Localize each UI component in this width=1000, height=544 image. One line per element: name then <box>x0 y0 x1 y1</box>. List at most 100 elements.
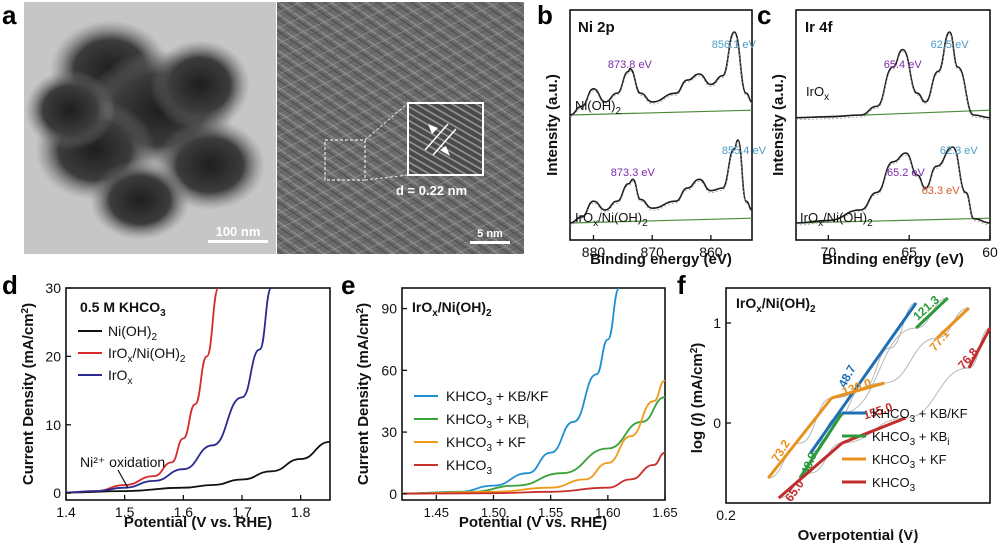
series-label-rest: /Ni(OH) <box>823 210 867 225</box>
spectrum-line <box>569 31 753 116</box>
panel-letter-a: a <box>2 0 17 30</box>
tafel-fit-segment <box>767 397 833 479</box>
series-label-sub2: i <box>947 437 949 448</box>
series-label: KHCO3 + KBi <box>446 411 529 431</box>
series-label: IrOx <box>108 367 132 387</box>
y-axis-label-italic: I <box>689 417 706 422</box>
series-label-sub: 3 <box>486 443 492 454</box>
peak-label: 856.1 eV <box>712 39 757 51</box>
panel-letter-c: c <box>757 0 771 30</box>
series-label-sub2: 2 <box>867 218 873 229</box>
scalebar-left: 100 nm <box>208 224 268 243</box>
tafel-fit-segment <box>831 381 885 400</box>
series-line <box>402 451 665 495</box>
series-label-main: IrO <box>108 367 128 383</box>
x-axis-label: Binding energy (eV) <box>822 251 964 268</box>
catalyst-label-sub2: 2 <box>486 308 492 319</box>
electrolyte-label: 0.5 M KHCO3 <box>80 299 166 319</box>
series-line <box>402 396 665 495</box>
y-tick-label: 30 <box>381 424 397 440</box>
series-label-rest: + KB <box>492 411 527 427</box>
tafel-fit-segment <box>967 327 992 369</box>
tafel-slope-label: 76.8 <box>955 345 981 372</box>
series-label-sub: x <box>818 218 823 229</box>
tem-image-left <box>24 2 276 254</box>
peak-label: 65.2 eV <box>887 167 926 179</box>
x-axis-label: Overpotential (V) <box>798 527 919 544</box>
series-label-rest: + KB/KF <box>492 388 548 404</box>
series-line <box>66 288 273 494</box>
x-tick-label: 0.2 <box>716 507 736 523</box>
scalebar-right-label: 5 nm <box>477 228 503 240</box>
panel-letter-e: e <box>341 270 355 300</box>
panel-letter-d: d <box>2 270 18 300</box>
series-line <box>66 441 330 494</box>
catalyst-label-rest: /Ni(OH) <box>762 295 810 311</box>
series-label-rest: + KB/KF <box>915 406 967 421</box>
x-tick-label: 1.4 <box>56 504 76 520</box>
peak-label: 855.4 eV <box>722 145 767 157</box>
series-label-main: IrO <box>108 345 128 361</box>
series-line <box>402 288 621 495</box>
peak-label: 65.4 eV <box>884 59 923 71</box>
scalebar-left-label: 100 nm <box>216 224 261 239</box>
x-tick-label: 65 <box>901 244 917 260</box>
lattice-spacing-label: d = 0.22 nm <box>396 183 467 198</box>
y-tick-label: 0 <box>713 415 721 431</box>
x-tick-label: 1.65 <box>652 505 677 520</box>
y-axis-label: Current Density (mA/cm2) <box>355 303 372 485</box>
series-label-main: KHCO <box>872 406 910 421</box>
spectrum-line <box>795 146 991 224</box>
y-tick-label: 60 <box>381 362 397 378</box>
tafel-fit-segment <box>777 441 844 500</box>
plot-frame <box>795 9 991 241</box>
catalyst-label-main: IrO <box>736 295 756 311</box>
background-line <box>569 217 753 224</box>
y-tick-label: 30 <box>45 280 61 296</box>
plot-frame <box>65 287 331 501</box>
raw-data-line <box>569 141 753 226</box>
ni-oxidation-annotation: Ni²⁺ oxidation <box>80 454 165 470</box>
series-label: Ni(OH)2 <box>575 98 621 117</box>
series-label-sub: x <box>824 92 829 103</box>
series-label-sub2: i <box>527 420 529 431</box>
chart-tafel-f: 48.748.9121.373.2130.077.165.0155.076.80… <box>689 287 992 544</box>
x-tick-label: 880 <box>582 244 606 260</box>
x-tick-label: 1.6 <box>174 504 194 520</box>
y-tick-label: 0 <box>389 486 397 502</box>
raw-data-line <box>795 33 991 121</box>
series-label-sub: 3 <box>486 420 492 431</box>
tafel-fit-segment <box>841 416 907 445</box>
series-label: KHCO3 <box>872 475 916 494</box>
x-axis-label: Potential (V vs. RHE) <box>459 514 607 531</box>
series-label-rest: + KF <box>492 434 526 450</box>
catalyst-label-rest: /Ni(OH) <box>438 299 486 315</box>
series-label-sub: 3 <box>910 483 916 494</box>
y-axis-label: Current Density (mA/cm2) <box>20 303 37 485</box>
series-label-sub: 2 <box>615 106 621 117</box>
series-label: IrOx/Ni(OH)2 <box>575 210 648 229</box>
series-label-sub: 3 <box>910 414 916 425</box>
tafel-fit-segment <box>798 412 844 479</box>
y-tick-label: 20 <box>45 348 61 364</box>
series-label-main: IrO <box>800 210 818 225</box>
plot-frame <box>401 287 666 501</box>
series-label-main: KHCO <box>872 475 910 490</box>
series-label-sub2: 2 <box>642 218 648 229</box>
series-label: KHCO3 + KF <box>446 434 526 454</box>
y-axis-label-end: ) (mA/cm <box>689 353 706 417</box>
series-label: Ni(OH)2 <box>108 323 158 343</box>
series-label-main: KHCO <box>872 452 910 467</box>
series-label: KHCO3 + KF <box>872 452 947 471</box>
series-label: IrOx/Ni(OH)2 <box>108 345 186 365</box>
peak-label: 873.8 eV <box>608 59 653 71</box>
y-axis-label: Intensity (a.u.) <box>770 74 787 176</box>
electrolyte-label-main: 0.5 M KHCO <box>80 299 160 315</box>
y-axis-label-sup: 2 <box>355 307 366 313</box>
chart-title: Ir 4f <box>805 19 834 36</box>
catalyst-label-sub: x <box>756 304 762 315</box>
chart-title: Ni 2p <box>578 19 615 36</box>
x-tick-label: 1.8 <box>291 504 311 520</box>
background-line <box>569 109 753 116</box>
